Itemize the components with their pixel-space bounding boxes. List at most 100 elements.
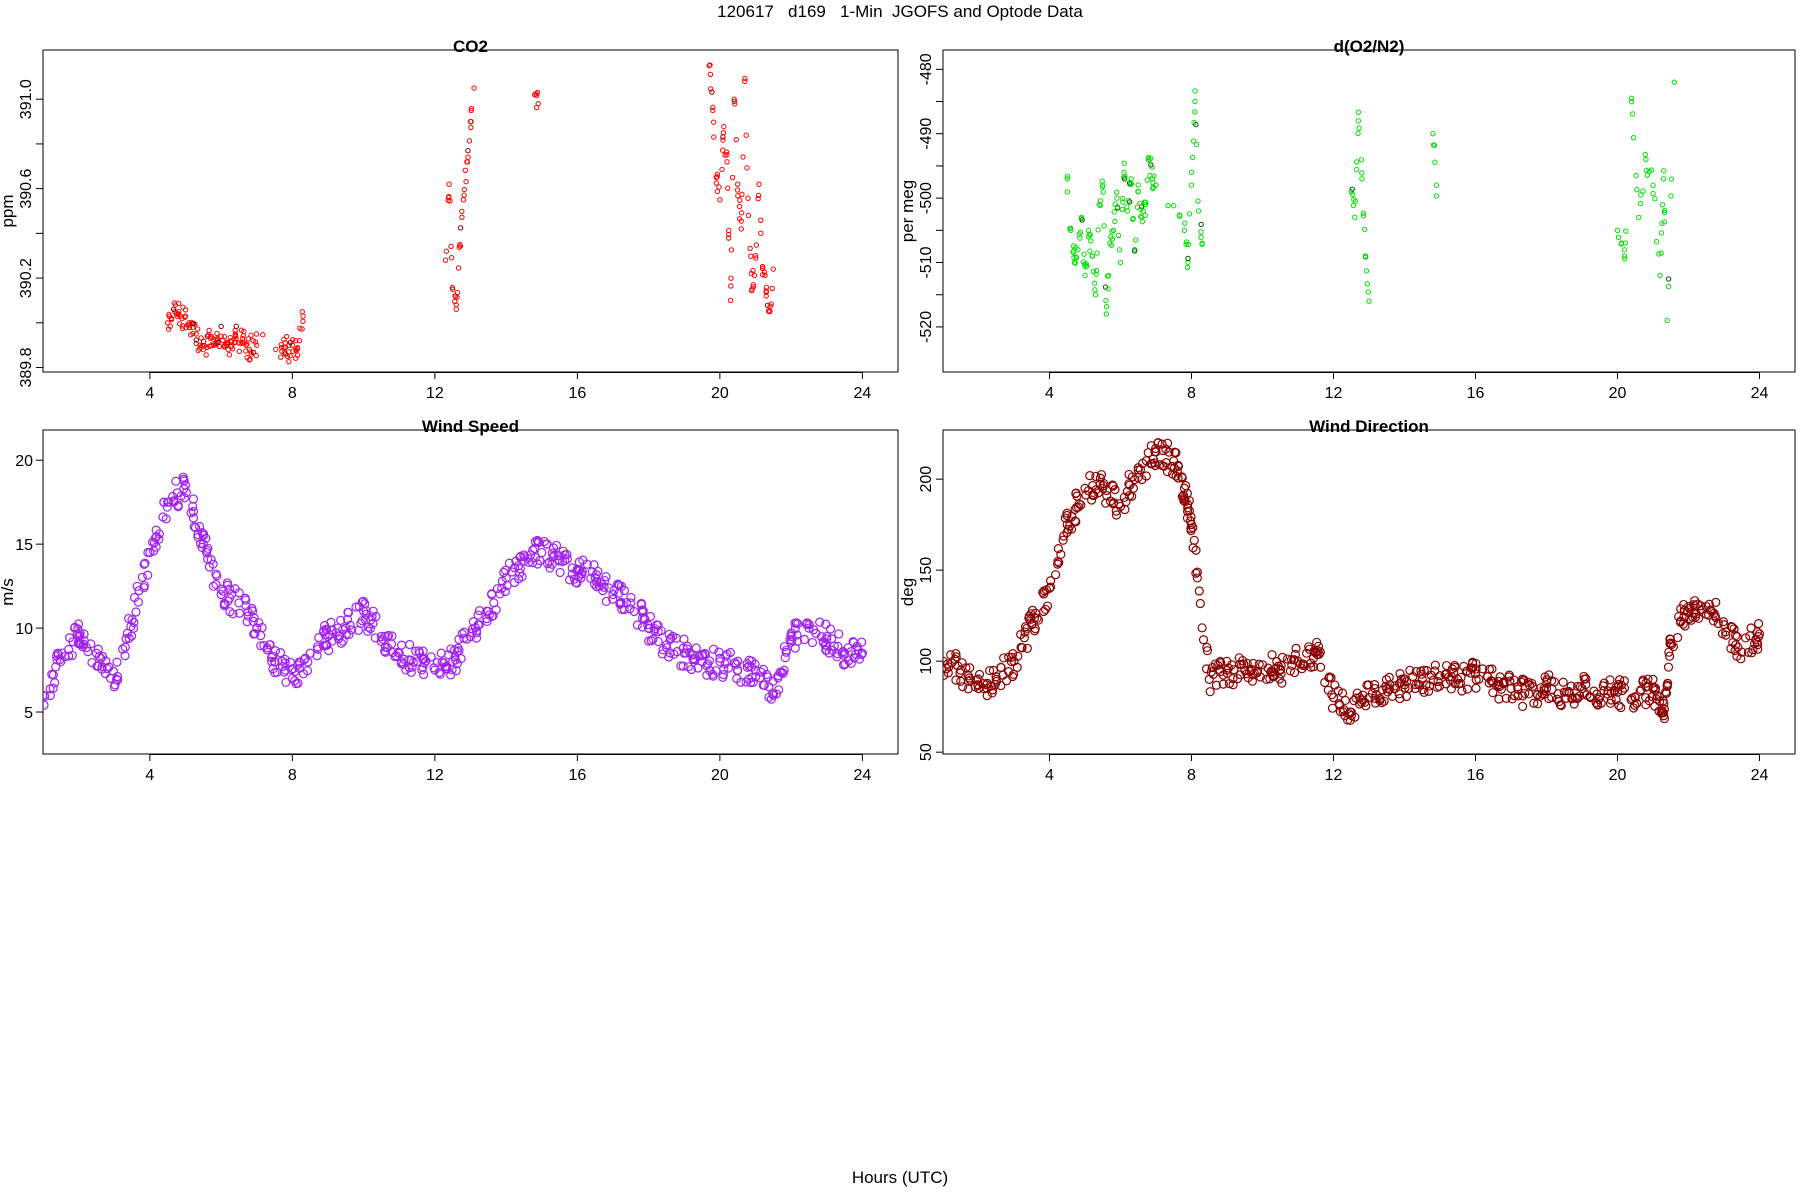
wind-speed-data-point xyxy=(242,617,252,627)
wind-direction-data-point xyxy=(1483,672,1493,682)
wind-speed-data-point xyxy=(662,643,672,653)
d-o2-n2-data-point xyxy=(1621,247,1628,253)
wind-direction-data-point xyxy=(1297,664,1307,674)
wind-direction-data-point xyxy=(1354,692,1365,703)
wind-speed-data-point xyxy=(442,661,452,671)
wind-direction-data-point xyxy=(1495,681,1505,692)
wind-speed-data-point xyxy=(268,651,278,661)
d-o2-n2-x-tick-label: 12 xyxy=(1325,385,1343,402)
d-o2-n2-data-point xyxy=(1661,219,1668,225)
co2-data-point xyxy=(533,104,540,111)
co2-data-point xyxy=(736,203,743,210)
co2-data-point xyxy=(299,326,305,332)
co2-data-point xyxy=(465,154,471,160)
wind-direction-data-point xyxy=(1659,698,1669,709)
wind-direction-data-point xyxy=(1062,510,1072,521)
co2-data-point xyxy=(725,185,731,191)
wind-direction-y-tick-label: 50 xyxy=(918,743,935,761)
co2-data-point xyxy=(763,284,770,291)
wind-direction-data-point xyxy=(1349,696,1359,706)
wind-direction-data-point xyxy=(1091,471,1101,482)
wind-speed-data-point xyxy=(243,607,253,617)
d-o2-n2-data-point xyxy=(1151,173,1157,179)
wind-direction-data-point xyxy=(1289,655,1299,665)
wind-direction-data-point xyxy=(955,668,965,678)
wind-speed-plot-frame xyxy=(42,429,899,755)
co2-data-point xyxy=(720,137,726,143)
wind-direction-data-point xyxy=(1204,674,1214,684)
d-o2-n2-data-point xyxy=(1064,173,1071,180)
wind-speed-data-point xyxy=(279,667,289,677)
co2-data-point xyxy=(168,315,175,322)
co2-data-point xyxy=(717,197,723,203)
co2-data-point xyxy=(201,343,208,349)
co2-data-point xyxy=(186,324,193,331)
wind-direction-data-point xyxy=(1419,687,1429,697)
d-o2-n2-data-point xyxy=(1188,169,1195,176)
d-o2-n2-data-point xyxy=(1103,303,1110,310)
d-o2-n2-data-point xyxy=(1629,98,1635,105)
wind-direction-data-point xyxy=(1056,549,1066,560)
co2-data-point xyxy=(296,337,303,344)
wind-speed-data-point xyxy=(451,666,461,676)
wind-speed-data-point xyxy=(626,592,636,603)
wind-speed-data-point xyxy=(120,651,130,661)
wind-direction-data-point xyxy=(1326,673,1336,683)
d-o2-n2-data-point xyxy=(1149,185,1156,192)
wind-speed-data-point xyxy=(681,648,691,658)
wind-speed-data-point xyxy=(666,633,676,643)
co2-data-point xyxy=(468,105,475,112)
wind-speed-data-point xyxy=(832,652,842,662)
d-o2-n2-data-point xyxy=(1355,130,1361,137)
wind-speed-data-point xyxy=(764,692,774,702)
co2-data-point xyxy=(236,348,243,355)
co2-data-point xyxy=(721,123,727,130)
wind-direction-data-point xyxy=(1495,672,1505,682)
co2-data-point xyxy=(448,255,455,261)
wind-direction-data-point xyxy=(1254,659,1264,669)
wind-direction-data-point xyxy=(1674,612,1684,622)
d-o2-n2-data-point xyxy=(1668,193,1674,199)
wind-direction-data-point xyxy=(1562,687,1572,697)
co2-data-point xyxy=(761,269,768,275)
wind-direction-data-point xyxy=(1513,684,1523,694)
wind-direction-data-point xyxy=(1227,660,1237,670)
wind-direction-data-point xyxy=(1662,681,1672,692)
d-o2-n2-data-point xyxy=(1622,240,1629,246)
d-o2-n2-data-point xyxy=(1350,202,1357,209)
d-o2-n2-data-point xyxy=(1070,249,1076,255)
wind-direction-data-point xyxy=(1016,629,1026,640)
wind-direction-data-point xyxy=(1192,573,1202,583)
wind-direction-data-point xyxy=(1045,576,1056,586)
wind-speed-data-point xyxy=(702,661,712,671)
wind-speed-data-point xyxy=(725,647,735,658)
co2-data-point xyxy=(449,284,456,291)
d-o2-n2-data-point xyxy=(1352,198,1359,204)
wind-direction-data-point xyxy=(1164,447,1174,457)
co2-data-point xyxy=(745,212,752,219)
wind-speed-data-point xyxy=(112,657,122,667)
wind-direction-data-point xyxy=(1277,652,1288,662)
d-o2-n2-y-tick-label: -480 xyxy=(918,53,935,85)
d-o2-n2-data-point xyxy=(1114,195,1120,201)
wind-direction-data-point xyxy=(1135,465,1146,475)
wind-speed-data-point xyxy=(250,629,260,639)
co2-data-point xyxy=(241,340,248,346)
wind-direction-data-point xyxy=(1367,688,1377,698)
wind-speed-data-point xyxy=(792,630,802,640)
figure-title: 120617 d169 1-Min JGOFS and Optode Data xyxy=(717,2,1083,21)
wind-speed-data-point xyxy=(398,659,409,669)
wind-speed-data-point xyxy=(827,645,837,655)
wind-speed-data-point xyxy=(443,650,454,660)
wind-speed-data-point xyxy=(361,606,371,616)
wind-direction-data-point xyxy=(1004,652,1014,662)
wind-direction-data-point xyxy=(1585,692,1596,703)
wind-direction-data-point xyxy=(1185,516,1196,526)
wind-direction-data-point xyxy=(1170,447,1180,457)
wind-speed-x-tick-label: 4 xyxy=(145,767,154,784)
wind-direction-data-point xyxy=(1400,683,1410,693)
wind-direction-data-point xyxy=(1566,681,1576,691)
co2-data-point xyxy=(193,340,199,347)
d-o2-n2-x-tick-label: 20 xyxy=(1609,385,1627,402)
wind-speed-data-point xyxy=(645,611,655,622)
